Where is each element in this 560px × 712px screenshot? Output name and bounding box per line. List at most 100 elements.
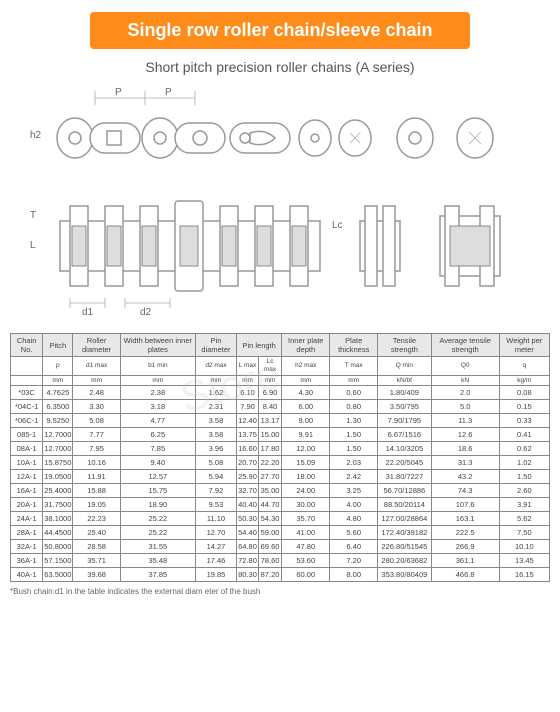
cell: 4.77 bbox=[120, 414, 195, 428]
col-unit: mm bbox=[237, 375, 259, 386]
cell: 7.90 bbox=[237, 400, 259, 414]
cell: 1.50 bbox=[499, 470, 549, 484]
col-subheader: h2 max bbox=[282, 357, 330, 376]
cell: 08A-1 bbox=[11, 442, 43, 456]
cell: 13.45 bbox=[499, 554, 549, 568]
table-row: *04C-16.35003.303.182.317.908.406.000.80… bbox=[11, 400, 550, 414]
cell: 24.00 bbox=[282, 484, 330, 498]
col-subheader bbox=[11, 357, 43, 376]
cell: 25.40 bbox=[73, 526, 120, 540]
table-row: 085-112.70007.776.253.5813.7515.009.911.… bbox=[11, 428, 550, 442]
cell: 39.68 bbox=[73, 568, 120, 582]
col-unit: mm bbox=[258, 375, 281, 386]
cell: 18.6 bbox=[431, 442, 499, 456]
cell: 7.85 bbox=[120, 442, 195, 456]
technical-diagram: P P h2 T L b1 Lc d1 d2 bbox=[10, 83, 550, 328]
cell: 3.91 bbox=[499, 498, 549, 512]
dim-d2: d2 bbox=[140, 307, 152, 318]
cell: 15.09 bbox=[282, 456, 330, 470]
cell: 361.1 bbox=[431, 554, 499, 568]
table-row: 10A-115.875010.169.405.0820.7022.2015.09… bbox=[11, 456, 550, 470]
cell: 466.8 bbox=[431, 568, 499, 582]
cell: 17.46 bbox=[195, 554, 236, 568]
col-unit: mm bbox=[120, 375, 195, 386]
cell: 22.23 bbox=[73, 512, 120, 526]
table-row: 28A-144.450025.4025.2212.7054.4059.0041.… bbox=[11, 526, 550, 540]
cell: 72.80 bbox=[237, 554, 259, 568]
cell: 12.00 bbox=[282, 442, 330, 456]
cell: 20A-1 bbox=[11, 498, 43, 512]
cell: 6.25 bbox=[120, 428, 195, 442]
cell: 13.75 bbox=[237, 428, 259, 442]
cell: 3.25 bbox=[330, 484, 378, 498]
cell: 12A-1 bbox=[11, 470, 43, 484]
cell: 59.00 bbox=[258, 526, 281, 540]
table-row: 12A-119.050011.9112.575.9425.9027.7018.0… bbox=[11, 470, 550, 484]
cell: 3.96 bbox=[195, 442, 236, 456]
col-unit: mm bbox=[73, 375, 120, 386]
cell: 22.20/5045 bbox=[378, 456, 432, 470]
cell: 20.70 bbox=[237, 456, 259, 470]
col-subheader: T max bbox=[330, 357, 378, 376]
cell: 12.70 bbox=[195, 526, 236, 540]
cell: 9.00 bbox=[282, 414, 330, 428]
table-row: 40A-163.500039.6837.8519.8580.3087.2060.… bbox=[11, 568, 550, 582]
cell: 12.40 bbox=[237, 414, 259, 428]
cell: 16.60 bbox=[237, 442, 259, 456]
table-header: Chain No.PitchRoller diameterWidth betwe… bbox=[11, 334, 550, 386]
cell: 107.6 bbox=[431, 498, 499, 512]
table-row: *03C4.76252.482.381.626.106.904.300.601.… bbox=[11, 386, 550, 400]
cell: 5.60 bbox=[330, 526, 378, 540]
cell: 14.27 bbox=[195, 540, 236, 554]
cell: 6.00 bbox=[282, 400, 330, 414]
cell: 57.1500 bbox=[43, 554, 73, 568]
cell: 78.60 bbox=[258, 554, 281, 568]
dim-p2: P bbox=[165, 87, 172, 98]
cell: 8.00 bbox=[330, 568, 378, 582]
cell: 25.90 bbox=[237, 470, 259, 484]
col-subheader: b1 min bbox=[120, 357, 195, 376]
cell: 35.70 bbox=[282, 512, 330, 526]
cell: 80.30 bbox=[237, 568, 259, 582]
cell: 37.85 bbox=[120, 568, 195, 582]
cell: 7.50 bbox=[499, 526, 549, 540]
cell: 54.30 bbox=[258, 512, 281, 526]
cell: 163.1 bbox=[431, 512, 499, 526]
dim-d1: d1 bbox=[82, 307, 94, 318]
cell: 12.6 bbox=[431, 428, 499, 442]
cell: 47.80 bbox=[282, 540, 330, 554]
cell: 2.03 bbox=[330, 456, 378, 470]
cell: 0.08 bbox=[499, 386, 549, 400]
col-header: Inner plate depth bbox=[282, 334, 330, 357]
col-subheader: L max bbox=[237, 357, 259, 376]
cell: 12.57 bbox=[120, 470, 195, 484]
cell: 2.60 bbox=[499, 484, 549, 498]
col-subheader: q bbox=[499, 357, 549, 376]
cell: 127.00/28864 bbox=[378, 512, 432, 526]
col-header: Average tensile strength bbox=[431, 334, 499, 357]
cell: 25.22 bbox=[120, 512, 195, 526]
cell: 36A-1 bbox=[11, 554, 43, 568]
cell: 44.70 bbox=[258, 498, 281, 512]
cell: 19.0500 bbox=[43, 470, 73, 484]
footnote: *Bush chain:d1 in the table indicates th… bbox=[10, 587, 550, 596]
cell: 28.58 bbox=[73, 540, 120, 554]
cell: 226.80/51545 bbox=[378, 540, 432, 554]
cell: 4.30 bbox=[282, 386, 330, 400]
cell: 7.90/1795 bbox=[378, 414, 432, 428]
table-row: *06C-19.52505.084.773.5812.4013.179.001.… bbox=[11, 414, 550, 428]
cell: 4.80 bbox=[330, 512, 378, 526]
col-header: Pin length bbox=[237, 334, 282, 357]
cell: 22.20 bbox=[258, 456, 281, 470]
cell: 31.7500 bbox=[43, 498, 73, 512]
cell: 18.90 bbox=[120, 498, 195, 512]
cell: 1.50 bbox=[330, 442, 378, 456]
cell: 172.40/39182 bbox=[378, 526, 432, 540]
cell: 2.42 bbox=[330, 470, 378, 484]
cell: 5.0 bbox=[431, 400, 499, 414]
cell: 18.00 bbox=[282, 470, 330, 484]
col-header: Pin diameter bbox=[195, 334, 236, 357]
col-header: Pitch bbox=[43, 334, 73, 357]
cell: 35.48 bbox=[120, 554, 195, 568]
cell: 2.38 bbox=[120, 386, 195, 400]
